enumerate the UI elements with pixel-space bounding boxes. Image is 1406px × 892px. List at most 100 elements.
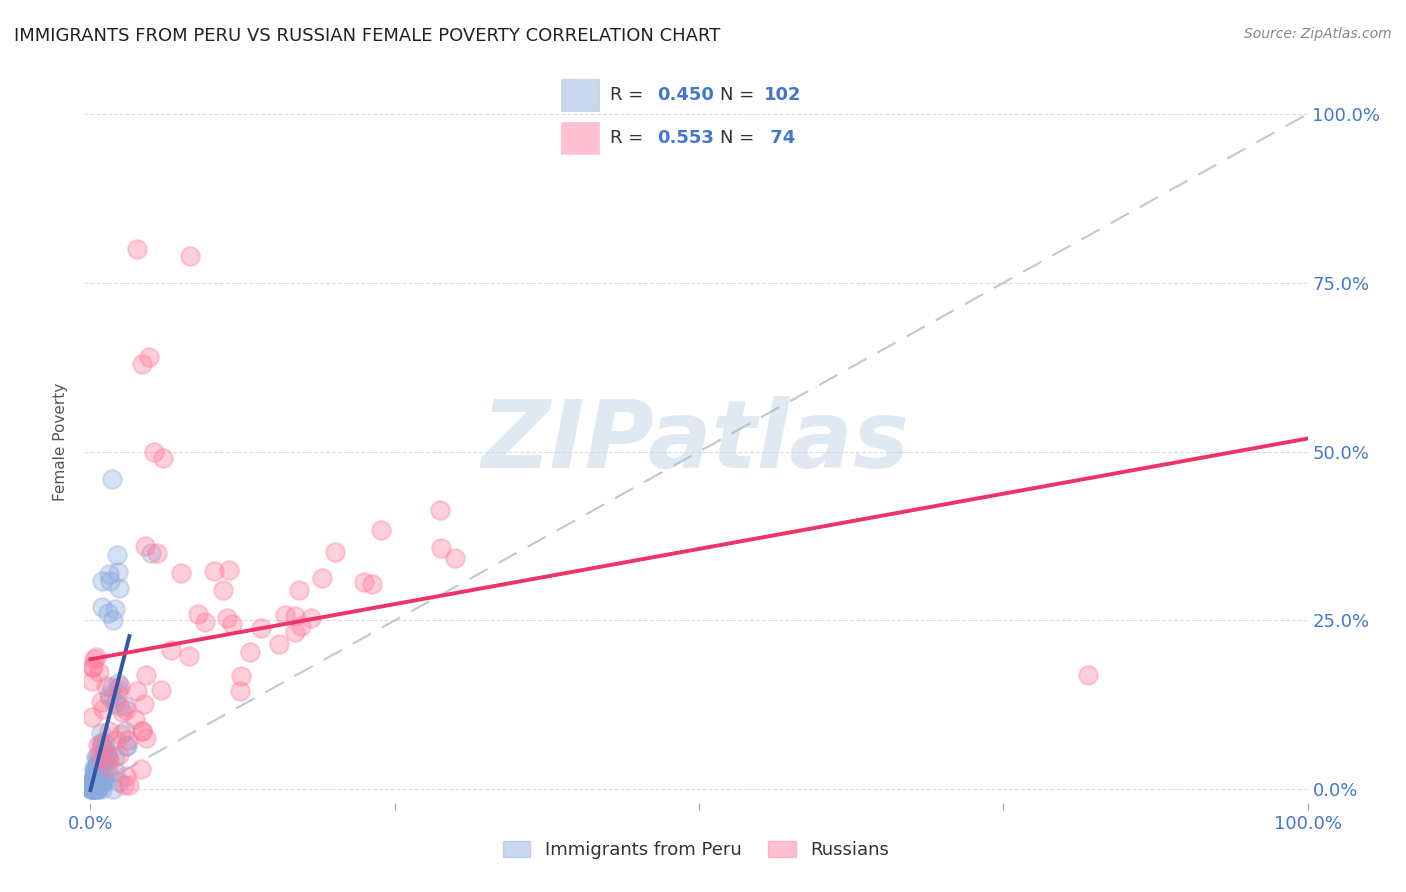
Point (353, 574, 375, 589)
Point (87, 758, 110, 772)
Point (104, 750, 127, 764)
Point (138, 350, 160, 364)
Bar (561, 78, 599, 111)
Point (179, 648, 201, 663)
Text: 0.450: 0.450 (657, 86, 714, 103)
Point (107, 676, 129, 690)
Point (83, 781, 105, 796)
Point (299, 611, 322, 625)
Point (229, 684, 252, 698)
Point (141, 546, 163, 560)
Point (112, 778, 135, 792)
Point (84, 774, 107, 789)
Point (83, 779, 105, 793)
Point (87, 782, 110, 797)
Point (83, 767, 105, 781)
Text: 0.553: 0.553 (657, 128, 714, 147)
Point (103, 782, 125, 797)
Point (202, 564, 225, 578)
Point (82, 780, 104, 795)
Point (82, 782, 104, 797)
Point (114, 769, 136, 783)
Point (93, 765, 115, 780)
Point (83, 782, 105, 797)
Point (107, 566, 129, 580)
Point (104, 764, 127, 779)
Point (91, 599, 114, 614)
Point (82, 782, 104, 797)
Point (87, 756, 110, 771)
Point (117, 732, 139, 747)
Point (97, 749, 120, 764)
Point (108, 747, 131, 762)
Point (80, 782, 103, 797)
Point (87, 760, 110, 774)
Point (152, 451, 174, 466)
Point (114, 702, 136, 716)
Point (125, 684, 148, 698)
Point (94, 737, 117, 751)
Point (103, 696, 125, 710)
Point (89, 665, 111, 680)
Point (105, 549, 128, 563)
Point (229, 668, 252, 682)
Point (94, 774, 117, 789)
Text: N =: N = (720, 128, 759, 147)
Point (80, 778, 103, 792)
Point (288, 582, 311, 597)
Point (80, 776, 103, 790)
Point (179, 249, 201, 263)
Point (283, 625, 305, 640)
Point (290, 619, 312, 633)
Point (80, 780, 103, 794)
Point (84, 771, 107, 785)
Point (187, 607, 209, 621)
Point (110, 727, 132, 741)
Point (84, 772, 107, 787)
Point (82, 772, 104, 786)
Point (193, 615, 215, 630)
Point (84, 749, 107, 764)
Point (93, 740, 115, 755)
Point (273, 608, 295, 623)
Point (86, 772, 108, 786)
Point (267, 638, 290, 652)
Point (215, 610, 238, 624)
Text: Source: ZipAtlas.com: Source: ZipAtlas.com (1244, 27, 1392, 41)
Legend: Immigrants from Peru, Russians: Immigrants from Peru, Russians (496, 833, 896, 866)
Point (107, 681, 129, 696)
Point (83, 780, 105, 794)
Point (249, 621, 271, 635)
Point (82, 779, 104, 793)
Point (84, 779, 107, 793)
Point (90, 725, 112, 739)
Point (87, 748, 110, 763)
Point (84, 779, 107, 793)
Point (91, 735, 114, 749)
Point (83, 775, 105, 789)
Point (124, 712, 146, 726)
Point (83, 652, 105, 666)
Point (101, 613, 124, 627)
Point (80, 781, 103, 796)
Point (146, 546, 169, 560)
Point (101, 472, 124, 486)
Point (131, 357, 153, 371)
Point (89, 736, 111, 750)
Point (84, 782, 107, 797)
Point (105, 733, 128, 747)
Text: R =: R = (610, 86, 650, 103)
Point (82, 660, 104, 674)
Point (101, 680, 124, 694)
Text: ZIPatlas: ZIPatlas (482, 395, 910, 488)
Point (97, 607, 120, 621)
Point (86, 769, 108, 783)
Point (132, 697, 155, 711)
Point (134, 539, 156, 553)
Point (98, 574, 121, 589)
Point (80, 781, 103, 796)
Point (114, 699, 136, 714)
Point (97, 760, 120, 774)
Point (86, 738, 108, 752)
Point (131, 724, 153, 739)
